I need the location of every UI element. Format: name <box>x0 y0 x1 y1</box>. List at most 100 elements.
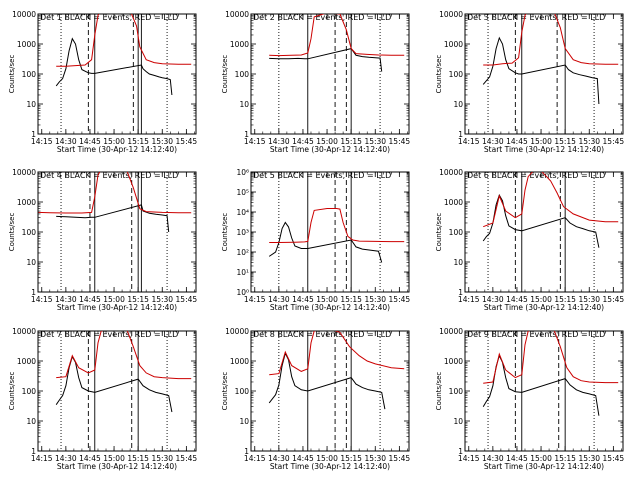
x-axis-label: Start Time (30-Apr-12 14:12:40) <box>57 145 177 154</box>
x-axis-label: Start Time (30-Apr-12 14:12:40) <box>270 145 390 154</box>
y-tick-label: 10⁴ <box>236 208 249 217</box>
y-tick-label: 1 <box>244 130 249 139</box>
plot-frame <box>464 13 624 135</box>
x-axis-label: Start Time (30-Apr-12 14:12:40) <box>57 462 177 471</box>
plot-frame <box>464 171 624 293</box>
lld-series-line <box>38 172 192 214</box>
y-tick-label: 1 <box>244 447 249 456</box>
y-tick-label: 1 <box>31 447 36 456</box>
y-tick-label: 1 <box>31 130 36 139</box>
x-tick-label: 14:15 <box>244 295 266 304</box>
plot-frame <box>250 13 410 135</box>
x-tick-label: 15:00 <box>316 454 338 463</box>
panel-title: Det 9 BLACK = Events, RED = LLD <box>467 330 605 339</box>
x-tick-label: 15:15 <box>340 454 362 463</box>
y-tick-label: 10000 <box>225 327 249 336</box>
y-tick-label: 10 <box>26 100 36 109</box>
x-tick-label: 15:30 <box>364 137 386 146</box>
y-tick-label: 10³ <box>236 228 249 237</box>
lld-series-line <box>56 331 192 380</box>
x-tick-label: 14:30 <box>482 454 504 463</box>
x-tick-label: 15:45 <box>603 295 625 304</box>
y-tick-label: 10 <box>26 417 36 426</box>
x-tick-label: 14:15 <box>458 295 480 304</box>
panel-title: Det 4 BLACK = Events, RED = LLD <box>40 171 178 180</box>
y-tick-label: 100 <box>22 70 37 79</box>
y-tick-label: 10000 <box>12 10 36 19</box>
y-tick-label: 100 <box>449 228 464 237</box>
x-tick-label: 14:30 <box>55 137 77 146</box>
y-axis-label: Counts/sec <box>8 213 16 252</box>
x-tick-label: 14:30 <box>482 295 504 304</box>
y-tick-label: 100 <box>22 228 37 237</box>
y-tick-label: 1000 <box>230 40 249 49</box>
events-series-line <box>268 221 383 263</box>
x-tick-label: 15:15 <box>554 295 576 304</box>
y-axis-label: Counts/sec <box>435 55 443 94</box>
panel-title: Det 8 BLACK = Events, RED = LLD <box>253 330 391 339</box>
x-tick-label: 15:00 <box>316 295 338 304</box>
detector-panel: Det 9 BLACK = Events, RED = LLD 1 10 100 100… <box>435 327 624 471</box>
lld-series-line <box>483 172 619 228</box>
x-tick-label: 14:45 <box>79 295 101 304</box>
panel-title: Det 5 BLACK = Events, RED = LLD <box>253 171 391 180</box>
y-tick-label: 10⁵ <box>236 188 249 197</box>
lld-series-line <box>269 331 405 376</box>
events-series-line <box>56 204 170 233</box>
panel-title: Det 6 BLACK = Events, RED = LLD <box>467 171 605 180</box>
x-tick-label: 15:30 <box>364 454 386 463</box>
y-tick-label: 10 <box>453 100 463 109</box>
lld-series-line <box>56 14 192 67</box>
y-axis-label: Counts/sec <box>8 55 16 94</box>
y-tick-label: 100 <box>235 387 250 396</box>
x-tick-label: 14:15 <box>244 454 266 463</box>
x-tick-label: 15:45 <box>389 454 411 463</box>
y-tick-label: 10 <box>453 417 463 426</box>
y-axis-label: Counts/sec <box>221 55 229 94</box>
x-tick-label: 15:30 <box>151 295 173 304</box>
y-tick-label: 1000 <box>17 40 36 49</box>
y-tick-label: 10000 <box>12 168 36 177</box>
x-tick-label: 15:00 <box>530 295 552 304</box>
x-tick-label: 14:15 <box>31 137 53 146</box>
y-tick-label: 10² <box>236 248 249 257</box>
plot-frame <box>464 330 624 452</box>
detector-panel: Det 2 BLACK = Events, RED = LLD 1 10 100 100… <box>221 10 410 154</box>
y-axis-label: Counts/sec <box>435 372 443 411</box>
detector-panel: Det 6 BLACK = Events, RED = LLD 1 10 100 100… <box>435 168 624 312</box>
y-tick-label: 1000 <box>444 357 463 366</box>
y-tick-label: 10¹ <box>236 268 249 277</box>
y-tick-label: 1000 <box>230 357 249 366</box>
x-tick-label: 14:30 <box>55 295 77 304</box>
x-tick-label: 15:15 <box>127 295 149 304</box>
y-axis-label: Counts/sec <box>435 213 443 252</box>
plot-frame <box>37 330 197 452</box>
x-tick-label: 15:15 <box>127 454 149 463</box>
x-tick-label: 14:45 <box>79 454 101 463</box>
x-axis-label: Start Time (30-Apr-12 14:12:40) <box>484 145 604 154</box>
lld-series-line <box>483 331 619 384</box>
x-tick-label: 15:30 <box>364 295 386 304</box>
x-tick-label: 15:00 <box>316 137 338 146</box>
x-tick-label: 15:15 <box>554 137 576 146</box>
panel-title: Det 7 BLACK = Events, RED = LLD <box>40 330 178 339</box>
x-tick-label: 14:15 <box>244 137 266 146</box>
x-tick-label: 14:45 <box>79 137 101 146</box>
x-tick-label: 15:00 <box>530 137 552 146</box>
detector-panel: Det 3 BLACK = Events, RED = LLD 1 10 100 100… <box>435 10 624 154</box>
x-tick-label: 14:15 <box>458 137 480 146</box>
x-tick-label: 15:30 <box>578 295 600 304</box>
lld-series-line <box>269 14 405 57</box>
events-series-line <box>482 193 600 248</box>
events-series-line <box>269 48 383 72</box>
x-tick-label: 15:30 <box>578 454 600 463</box>
x-axis-label: Start Time (30-Apr-12 14:12:40) <box>484 462 604 471</box>
y-tick-label: 1 <box>458 288 463 297</box>
detector-panel: Det 5 BLACK = Events, RED = LLD 10⁰ 10¹ 10²… <box>221 168 410 312</box>
x-tick-label: 14:30 <box>482 137 504 146</box>
y-tick-label: 1 <box>458 130 463 139</box>
detector-panel: Det 7 BLACK = Events, RED = LLD 1 10 100 100… <box>8 327 197 471</box>
x-tick-label: 15:45 <box>603 454 625 463</box>
x-tick-label: 15:30 <box>151 454 173 463</box>
y-tick-label: 1000 <box>444 40 463 49</box>
